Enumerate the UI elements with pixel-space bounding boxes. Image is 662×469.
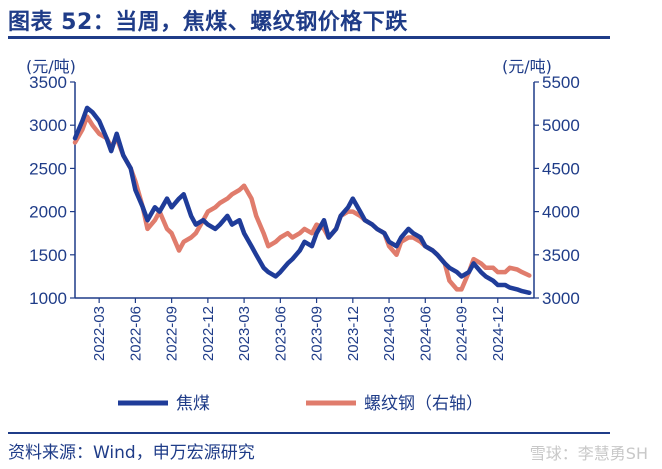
x-tick-label: 2022-09 [164, 306, 181, 361]
series-lines [72, 105, 532, 296]
x-tick-label: 2024-09 [454, 306, 471, 361]
left-tick-label: 1500 [29, 246, 67, 265]
x-tick-label: 2023-06 [272, 306, 289, 361]
x-tick-label: 2023-09 [309, 306, 326, 361]
x-tick-label: 2024-06 [417, 306, 434, 361]
x-tick-label: 2024-12 [490, 306, 507, 361]
left-tick-label: 1000 [29, 289, 67, 308]
rebar-line [72, 114, 532, 292]
right-tick-label: 4500 [542, 159, 580, 178]
right-axis-unit: (元/吨) [502, 57, 552, 76]
left-tick-label: 3500 [29, 73, 67, 92]
footer-rule [8, 432, 610, 434]
left-tick-label: 2000 [29, 203, 67, 222]
axes: 1000 1500 2000 2500 3000 3500 3000 3500 4000 4500… [29, 73, 580, 361]
legend-label: 焦煤 [176, 394, 210, 414]
right-tick-label: 5500 [542, 73, 580, 92]
coking-coal-line [72, 105, 532, 296]
title-rule [8, 36, 610, 39]
x-tick-label: 2022-03 [91, 306, 108, 361]
x-tick-label: 2024-03 [381, 306, 398, 361]
legend: 焦煤 螺纹钢（右轴） [118, 394, 483, 414]
legend-label: 螺纹钢（右轴） [364, 394, 483, 414]
right-tick-label: 4000 [542, 203, 580, 222]
watermark: 雪球：李慧勇SH [529, 444, 648, 463]
x-tick-label: 2022-06 [127, 306, 144, 361]
source-note: 资料来源：Wind，申万宏源研究 [8, 443, 255, 463]
right-tick-label: 3000 [542, 289, 580, 308]
figure-title: 图表 52：当周，焦煤、螺纹钢价格下跌 [8, 10, 408, 35]
left-tick-label: 3000 [29, 116, 67, 135]
left-axis-unit: (元/吨) [26, 57, 76, 76]
x-tick-label: 2022-12 [200, 306, 217, 361]
right-tick-label: 5000 [542, 116, 580, 135]
right-tick-label: 3500 [542, 246, 580, 265]
x-tick-label: 2023-12 [345, 306, 362, 361]
x-tick-label: 2023-03 [236, 306, 253, 361]
left-tick-label: 2500 [29, 159, 67, 178]
